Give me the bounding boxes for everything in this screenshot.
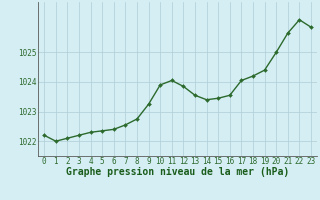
X-axis label: Graphe pression niveau de la mer (hPa): Graphe pression niveau de la mer (hPa) [66, 167, 289, 177]
